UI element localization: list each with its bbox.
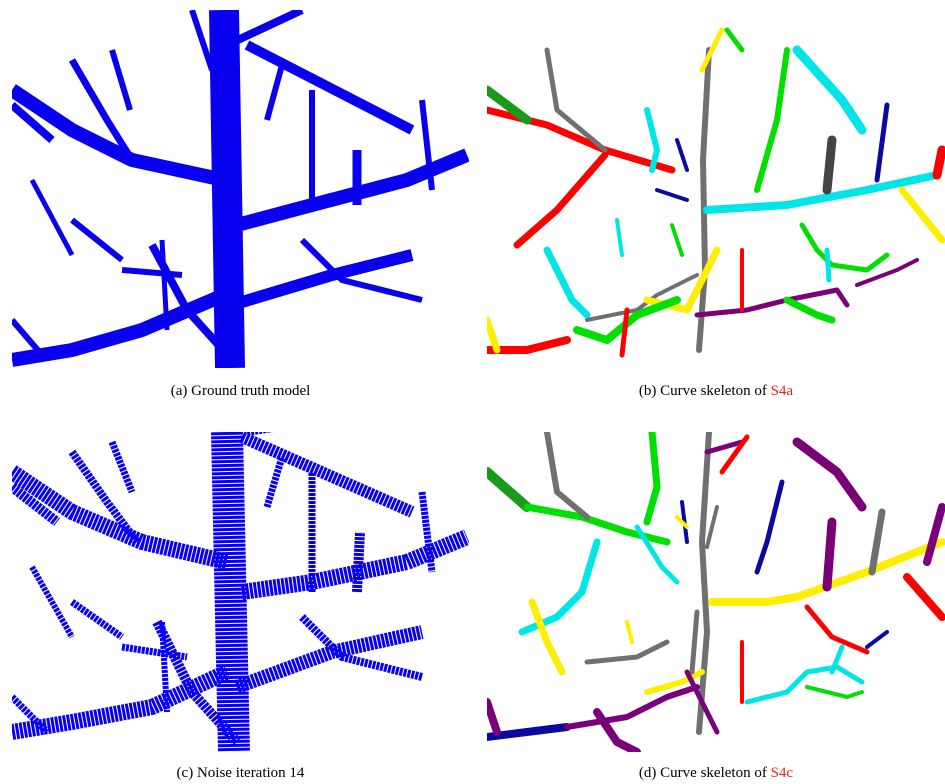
skeleton-curves-b bbox=[487, 27, 945, 358]
curve-skeleton-s4c bbox=[487, 432, 945, 752]
caption-a: (a) Ground truth model bbox=[170, 383, 311, 399]
noisy-voxel-branches bbox=[12, 432, 469, 752]
curve-skeleton-s4a bbox=[487, 27, 945, 358]
caption-b: (b) Curve skeleton of S4a bbox=[638, 383, 794, 399]
caption-d: (d) Curve skeleton of S4c bbox=[638, 765, 794, 781]
reference-s4c[interactable]: S4c bbox=[770, 765, 794, 781]
reference-s4a[interactable]: S4a bbox=[770, 383, 794, 399]
voxel-tree-branches bbox=[12, 10, 469, 368]
caption-c: (c) Noise iteration 14 bbox=[176, 765, 305, 781]
panel-curve-skeleton-s4c bbox=[487, 432, 945, 752]
ground-truth-voxel-tree bbox=[12, 10, 469, 368]
noisy-voxel-tree bbox=[12, 432, 469, 752]
panel-curve-skeleton-s4a bbox=[487, 10, 945, 368]
panel-ground-truth-model bbox=[12, 10, 469, 368]
skeleton-curves-d bbox=[487, 432, 945, 752]
panel-noise-iteration bbox=[12, 432, 469, 752]
